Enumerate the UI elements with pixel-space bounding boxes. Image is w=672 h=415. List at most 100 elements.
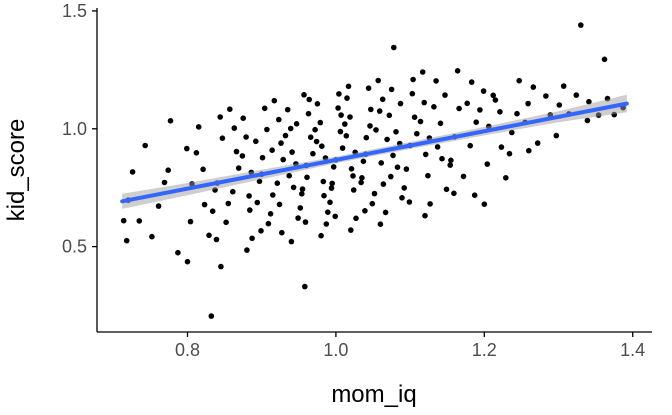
data-point	[265, 220, 272, 227]
data-point	[167, 118, 174, 124]
data-point	[306, 96, 313, 103]
data-point	[307, 134, 314, 140]
data-point	[514, 110, 520, 117]
data-point	[249, 235, 255, 242]
data-point	[431, 104, 437, 110]
data-point	[335, 105, 341, 111]
data-point	[201, 201, 208, 208]
data-point	[295, 215, 301, 221]
data-point	[297, 205, 304, 211]
data-point	[142, 142, 148, 149]
x-tick-label: 1.0	[323, 340, 348, 360]
data-point	[240, 115, 246, 121]
data-point	[287, 125, 294, 132]
data-point	[217, 114, 223, 120]
data-point	[397, 100, 404, 107]
data-point	[434, 144, 441, 150]
data-point	[530, 84, 537, 90]
data-point	[377, 221, 384, 227]
data-point	[344, 95, 350, 101]
data-point	[336, 91, 342, 97]
data-point	[368, 106, 374, 113]
data-point	[350, 187, 357, 193]
y-tick-label: 1.5	[62, 1, 87, 21]
data-point	[218, 263, 224, 270]
data-point	[254, 199, 261, 206]
data-point	[380, 181, 387, 187]
data-points	[120, 22, 626, 319]
data-point	[328, 185, 335, 191]
x-tick-label: 1.2	[472, 340, 497, 360]
data-point	[578, 22, 584, 28]
data-point	[484, 161, 491, 167]
data-point	[213, 236, 220, 243]
data-point	[506, 150, 513, 157]
data-point	[267, 211, 274, 217]
data-point	[422, 212, 428, 219]
data-point	[403, 166, 410, 172]
data-point	[388, 173, 394, 180]
data-point	[348, 166, 355, 172]
data-point	[394, 164, 401, 170]
data-point	[384, 136, 390, 143]
data-point	[305, 110, 312, 117]
data-point	[439, 155, 445, 162]
data-point	[411, 114, 418, 120]
data-point	[353, 215, 359, 222]
data-point	[406, 199, 413, 205]
data-point	[391, 44, 397, 51]
data-point	[498, 144, 505, 150]
data-point	[525, 100, 531, 107]
data-point	[325, 209, 331, 215]
data-point	[302, 283, 308, 290]
data-point	[573, 92, 580, 98]
data-point	[401, 185, 408, 191]
data-point	[235, 165, 242, 171]
data-point	[299, 186, 306, 192]
data-point	[243, 134, 249, 140]
data-point	[345, 83, 352, 90]
data-point	[319, 143, 325, 149]
data-point	[187, 218, 194, 225]
data-point	[399, 195, 405, 201]
data-point	[367, 123, 373, 129]
data-point	[278, 140, 284, 146]
data-point	[417, 118, 424, 125]
data-point	[280, 156, 287, 163]
x-tick-label: 0.8	[175, 340, 200, 360]
data-point	[492, 97, 499, 103]
data-point	[451, 190, 457, 197]
data-point	[360, 158, 367, 165]
data-point	[601, 56, 608, 63]
data-point	[543, 93, 549, 99]
data-point	[313, 138, 320, 145]
data-point	[378, 160, 385, 166]
data-point	[419, 69, 426, 75]
data-point	[279, 229, 285, 236]
data-point	[409, 90, 416, 97]
data-point	[473, 119, 480, 125]
data-point	[443, 186, 450, 193]
data-point	[332, 213, 339, 220]
data-point	[477, 107, 483, 113]
data-point	[247, 207, 253, 213]
data-point	[286, 172, 293, 179]
y-tick-label: 0.5	[62, 237, 87, 257]
data-point	[471, 192, 478, 198]
data-point	[129, 169, 136, 175]
data-point	[329, 180, 336, 187]
data-point	[497, 109, 503, 115]
data-point	[253, 138, 259, 145]
data-point	[244, 247, 250, 253]
data-point	[223, 219, 229, 226]
data-point	[261, 105, 268, 112]
regression-line	[120, 101, 629, 204]
data-point	[509, 129, 515, 136]
data-point	[227, 106, 233, 112]
data-point	[337, 128, 344, 135]
data-point	[233, 148, 240, 155]
data-point	[584, 117, 591, 124]
data-point	[239, 153, 246, 159]
data-point	[442, 92, 448, 98]
